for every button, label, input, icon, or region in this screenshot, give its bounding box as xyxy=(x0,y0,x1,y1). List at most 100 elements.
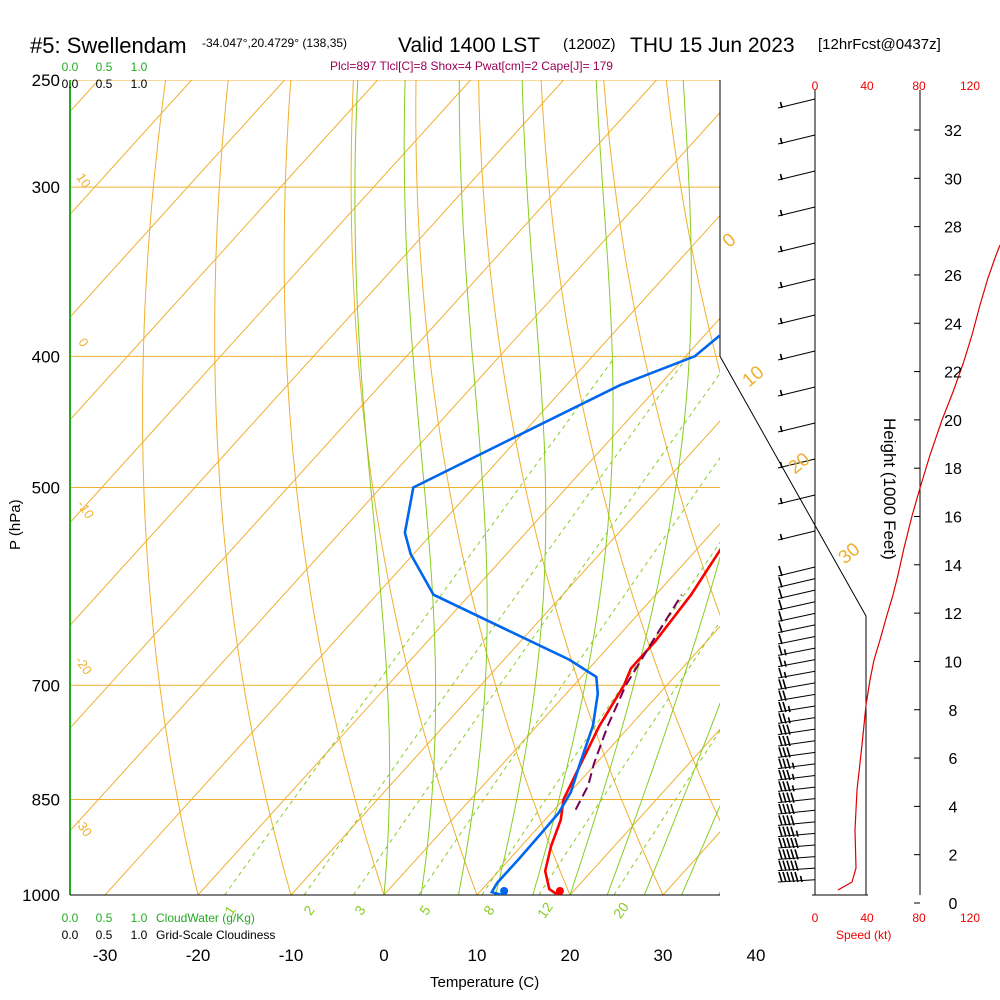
mixing-ratio-label: 20 xyxy=(610,899,632,921)
utc-time: (1200Z) xyxy=(563,36,616,53)
wind-barb-staff xyxy=(777,206,816,217)
wind-barb-staff xyxy=(777,636,816,645)
wind-barb-staff xyxy=(777,867,816,872)
height-tick-label: 28 xyxy=(944,220,962,237)
wind-barb xyxy=(777,701,816,713)
mixing-ratio-line xyxy=(224,356,616,895)
temperature-tick-label: 40 xyxy=(747,946,766,965)
dry-adiabat-line xyxy=(142,80,199,895)
wind-barb-feather xyxy=(790,871,795,883)
wind-barb-feather xyxy=(782,849,787,860)
cloudiness-tick-bottom: 0.0 xyxy=(62,928,79,942)
wind-barb-staff xyxy=(777,134,816,145)
speed-axis-title: Speed (kt) xyxy=(836,928,891,942)
wind-barb-half-feather xyxy=(787,717,791,724)
pressure-tick-label: 850 xyxy=(32,790,60,809)
isotherm-line xyxy=(849,80,1000,895)
dry-adiabat-line xyxy=(665,80,720,375)
wind-barb-half-feather xyxy=(779,245,783,253)
cloudwater-tick-top: 0.5 xyxy=(96,60,113,74)
wind-barb-staff xyxy=(777,386,816,397)
isotherm-line xyxy=(290,420,720,895)
wind-barb-feather xyxy=(782,792,787,803)
height-axis-title: Height (1000 Feet) xyxy=(880,418,899,560)
wind-barb xyxy=(777,747,816,758)
wind-barb-half-feather xyxy=(779,533,783,541)
wind-barb-feather xyxy=(786,803,791,815)
wind-barb-staff xyxy=(777,717,816,724)
isotherm-label: -10 xyxy=(74,497,97,521)
wind-barb-staff xyxy=(777,809,816,815)
wind-barb xyxy=(777,758,816,770)
cloudwater-title: CloudWater (g/Kg) xyxy=(156,911,255,925)
height-tick-label: 24 xyxy=(944,316,962,333)
dry-adiabat-line xyxy=(350,80,478,895)
height-tick-label: 6 xyxy=(949,751,958,768)
moist-adiabat-line xyxy=(681,804,720,895)
wind-barb-half-feather xyxy=(787,705,791,713)
wind-barb-feather xyxy=(786,815,791,826)
wind-barb-feather xyxy=(778,667,783,679)
wind-barb-staff xyxy=(777,494,816,505)
isotherm-label: -30 xyxy=(72,815,95,839)
wind-barb xyxy=(777,713,816,724)
wind-barb-half-feather xyxy=(779,461,783,469)
wind-barb-feather xyxy=(782,769,787,781)
temperature-line xyxy=(543,547,720,895)
mixing-ratio-line xyxy=(481,541,720,895)
dry-adiabat-label: 0 xyxy=(719,229,741,252)
background-lines xyxy=(70,80,1000,895)
mixing-ratio-line xyxy=(613,729,720,895)
wind-barb-feather xyxy=(794,871,799,883)
wind-barb-half-feather xyxy=(783,649,787,656)
wind-barb-feather xyxy=(778,679,783,690)
wind-barb-staff xyxy=(777,98,816,109)
wind-barb-feather xyxy=(778,769,783,781)
isotherm-line xyxy=(756,80,1000,895)
height-tick-label: 16 xyxy=(944,510,962,527)
wind-barb-feather xyxy=(782,871,787,883)
temperature-tick-label: 0 xyxy=(379,946,388,965)
wind-barb-half-feather xyxy=(783,671,787,679)
isotherm-label: -20 xyxy=(72,653,95,677)
wind-barb-half-feather xyxy=(779,209,783,217)
mixing-ratio-label: 8 xyxy=(480,902,498,918)
wind-barb xyxy=(777,690,816,702)
wind-barb-staff xyxy=(777,314,816,325)
wind-barb-half-feather xyxy=(779,425,783,433)
wind-barb-half-feather xyxy=(791,785,795,792)
mixing-ratio-line xyxy=(352,372,720,895)
wind-barb xyxy=(777,422,816,433)
wind-barb xyxy=(777,278,816,289)
wind-barb-staff xyxy=(777,751,816,758)
wind-barb xyxy=(777,494,816,505)
wind-barb-staff xyxy=(777,278,816,289)
wind-barb-staff xyxy=(777,705,816,713)
wind-barb-staff xyxy=(777,659,816,668)
wind-barb-feather xyxy=(786,724,791,735)
height-tick-label: 14 xyxy=(944,558,962,575)
wind-barb-feather xyxy=(794,849,799,860)
cloudiness-tick-top: 0.0 xyxy=(62,77,79,91)
wind-barb-feather xyxy=(778,747,783,758)
mixing-ratio-line xyxy=(418,456,720,895)
mixing-ratio-label: 5 xyxy=(416,902,434,918)
wind-barb-staff xyxy=(777,647,816,656)
wind-barb-staff xyxy=(777,693,816,702)
cloudwater-tick-bottom: 1.0 xyxy=(131,911,148,925)
station-coords: -34.047°,20.4729° (138,35) xyxy=(202,36,347,50)
moist-adiabat-line xyxy=(569,80,692,895)
wind-barb-feather xyxy=(778,860,783,871)
height-tick-label: 20 xyxy=(944,413,962,430)
wind-barb xyxy=(777,645,816,656)
wind-barb-staff xyxy=(777,422,816,433)
wind-barb-feather xyxy=(778,611,783,622)
temperature-tick-label: -30 xyxy=(93,946,118,965)
height-tick-label: 18 xyxy=(944,461,962,478)
isotherm-line xyxy=(70,111,720,832)
wind-barb-feather xyxy=(778,758,783,769)
wind-barb-half-feather xyxy=(779,137,783,145)
height-tick-label: 12 xyxy=(944,606,962,623)
temperature-tick-label: 10 xyxy=(468,946,487,965)
wind-barb xyxy=(777,849,816,860)
